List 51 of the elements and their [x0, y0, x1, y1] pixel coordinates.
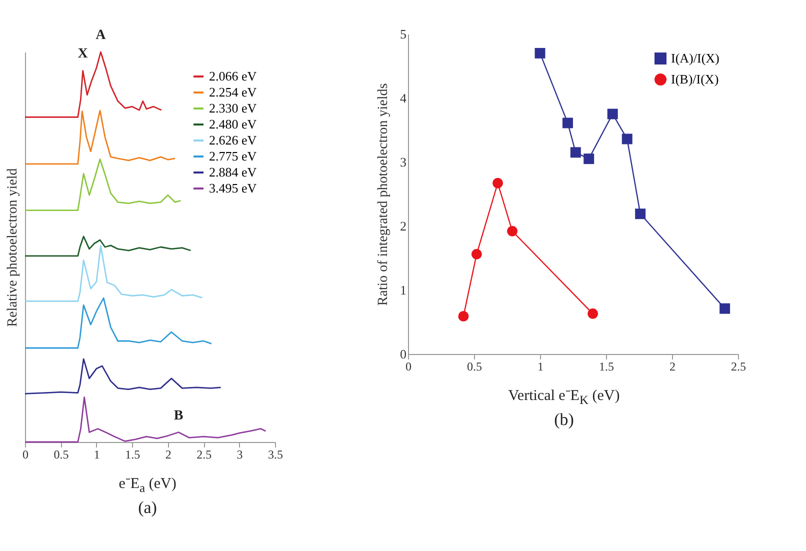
- y-axis-title: Relative photoelectron yield: [6, 168, 20, 327]
- legend-label: I(A)/I(X): [671, 50, 720, 66]
- point: [584, 154, 594, 164]
- annotation: A: [96, 28, 107, 43]
- legend-label: 2.066 eV: [209, 68, 258, 84]
- legend-label: 2.480 eV: [209, 116, 258, 132]
- legend-label: 2.775 eV: [209, 148, 258, 164]
- y-tick-label: 4: [400, 90, 407, 106]
- point: [588, 308, 598, 319]
- x-tick-label: 2.5: [731, 360, 746, 374]
- x-tick-label: 0.5: [467, 360, 482, 374]
- point: [720, 303, 730, 314]
- y-axis-title: Ratio of integrated photoelectron yields: [376, 83, 391, 306]
- point: [635, 208, 646, 220]
- x-tick-label: 1: [538, 360, 544, 374]
- annotation: B: [174, 408, 184, 424]
- point: [458, 311, 469, 322]
- annotation: X: [78, 46, 88, 62]
- point: [507, 226, 518, 236]
- legend-label: 2.254 eV: [209, 84, 258, 100]
- y-tick-label: 5: [400, 26, 406, 42]
- x-tick-label: 3.5: [268, 448, 283, 462]
- point: [570, 147, 581, 158]
- text: (b): [554, 410, 574, 430]
- point: [622, 134, 632, 144]
- y-tick-label: 3: [400, 154, 406, 170]
- x-axis-title: Vertical e⁻E$_{K}$ (eV): [508, 387, 620, 408]
- x-tick-label: 1: [94, 448, 100, 462]
- point: [534, 48, 546, 58]
- point: [471, 248, 482, 260]
- x-tick-label: 2.5: [196, 448, 212, 462]
- y-tick-label: 2: [400, 218, 406, 234]
- x-axis-title: e⁻E$_{a}$ (eV): [118, 475, 176, 496]
- point: [607, 108, 618, 120]
- legend-label: I(B)/I(X): [671, 72, 719, 86]
- legend-label: 2.884 eV: [209, 164, 258, 180]
- x-tick-label: 2: [165, 448, 172, 462]
- x-tick-label: 1.5: [599, 360, 614, 374]
- text: (a): [138, 498, 157, 518]
- y-tick-label: 0: [400, 346, 406, 362]
- point: [492, 178, 504, 188]
- x-tick-label: 0.5: [54, 448, 69, 462]
- y-tick-label: 1: [400, 282, 406, 298]
- x-tick-label: 0: [22, 448, 28, 462]
- legend-label: 3.495 eV: [209, 180, 258, 196]
- x-tick-label: 1.5: [125, 448, 140, 462]
- x-tick-label: 2: [670, 360, 676, 374]
- point: [562, 118, 573, 128]
- legend-label: 2.330 eV: [209, 100, 258, 116]
- x-tick-label: 3: [236, 448, 243, 462]
- legend-label: 2.626 eV: [209, 132, 258, 148]
